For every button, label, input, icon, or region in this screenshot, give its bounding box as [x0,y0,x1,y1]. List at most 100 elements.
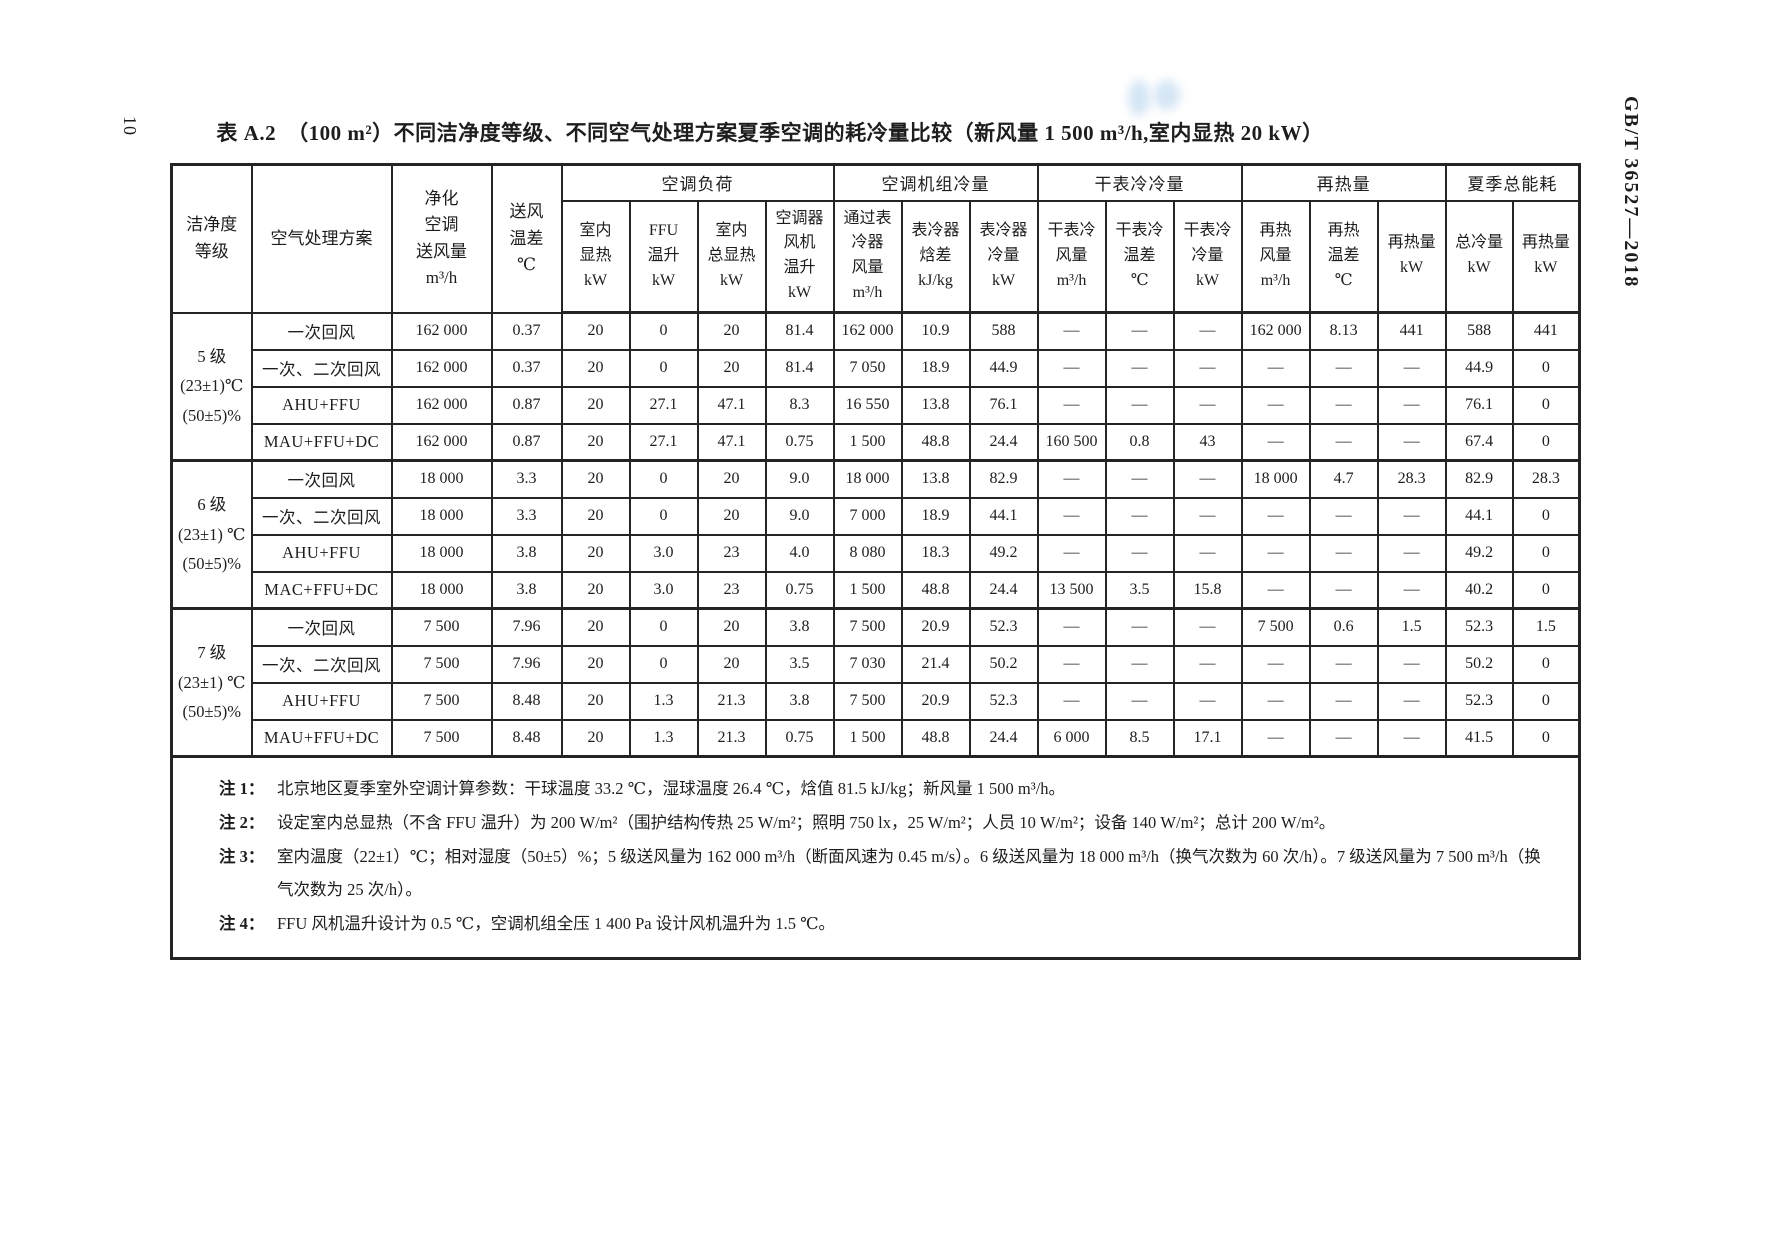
value-cell: 0.87 [490,422,563,462]
value-cell: 0.37 [490,348,563,388]
value-cell: 0 [1511,570,1581,610]
value-cell: — [1104,533,1175,573]
value-cell: 20.9 [900,607,971,647]
value-cell: 10.9 [900,311,971,351]
value-cell: 0 [628,607,699,647]
value-cell: 21.3 [696,681,767,721]
subheader-cell: 干表冷 冷量 kW [1172,199,1243,314]
subheader-cell: 再热量 kW [1376,199,1447,314]
value-cell: 18 000 [390,570,493,610]
value-cell: 48.8 [900,718,971,758]
value-cell: 7 500 [832,681,903,721]
value-cell: 441 [1511,311,1581,351]
table-row: 6 级 (23±1) ℃ (50±5)% 一次回风 18 000 3.3 20 0 20 9.… [170,459,1581,610]
value-cell: 0 [628,644,699,684]
value-cell: 0 [628,348,699,388]
value-cell: — [1376,681,1447,721]
note-text: 设定室内总显热（不含 FFU 温升）为 200 W/m²（围护结构传热 25 W… [277,812,1336,832]
value-cell: 20 [560,533,631,573]
value-cell: 7 500 [390,607,493,647]
value-cell: 0.75 [764,718,835,758]
value-cell: — [1240,681,1311,721]
value-cell: 588 [1444,311,1514,351]
value-cell: 3.3 [490,459,563,499]
value-cell: 44.1 [1444,496,1514,536]
value-cell: 9.0 [764,459,835,499]
value-cell: — [1036,459,1107,499]
row-group-label: 5 级 (23±1)℃ (50±5)% [170,311,253,462]
value-cell: 0 [1511,681,1581,721]
table-row: MAU+FFU+DC 162 000 0.87 20 27.1 47.1 0.75 1 500… [172,422,1581,462]
value-cell: — [1308,496,1379,536]
note-label: 注 3： [219,846,265,866]
value-cell: 3.0 [628,533,699,573]
table-row: MAU+FFU+DC 7 500 8.48 20 1.3 21.3 0.75 1 500 48.… [172,718,1581,758]
scheme-cell: AHU+FFU [250,681,393,721]
value-cell: 16 550 [832,385,903,425]
value-cell: — [1376,348,1447,388]
value-cell: 48.8 [900,422,971,462]
group-header: 空调负荷 [560,163,835,202]
value-cell: — [1376,533,1447,573]
value-cell: 52.3 [1444,681,1514,721]
value-cell: — [1104,496,1175,536]
subheader-cell: 干表冷 温差 ℃ [1104,199,1175,314]
value-cell: 52.3 [968,681,1039,721]
value-cell: — [1172,459,1243,499]
value-cell: 27.1 [628,385,699,425]
value-cell: 20 [696,644,767,684]
value-cell: 18.3 [900,533,971,573]
standard-code: GB/T 36527—2018 [1620,96,1642,289]
value-cell: 18 000 [390,496,493,536]
value-cell: 162 000 [832,311,903,351]
note-label: 注 1： [219,779,265,798]
value-cell: 7 000 [832,496,903,536]
value-cell: — [1036,644,1107,684]
value-cell: 20 [560,385,631,425]
value-cell: 20 [560,348,631,388]
value-cell: 13.8 [900,385,971,425]
value-cell: 4.7 [1308,459,1379,499]
subheader-cell: 表冷器 焓差 kJ/kg [900,199,971,314]
value-cell: 1.3 [628,718,699,758]
value-cell: 24.4 [968,570,1039,610]
value-cell: 20 [696,311,767,351]
row-group-label: 7 级 (23±1) ℃ (50±5)% [170,607,253,758]
value-cell: 44.9 [968,348,1039,388]
value-cell: — [1172,385,1243,425]
note-label: 注 4： [219,914,265,934]
table-row: 一次、二次回风 162 000 0.37 20 0 20 81.4 7 050 18.9 44.9… [172,348,1581,388]
value-cell: 23 [696,533,767,573]
value-cell: — [1104,311,1175,351]
value-cell: 52.3 [968,607,1039,647]
subheader-cell: 通过表 冷器 风量 m³/h [832,199,903,314]
table-row: 5 级 (23±1)℃ (50±5)% 一次回风 162 000 0.37 20 0 20 8… [170,311,1581,462]
value-cell: 20 [696,496,767,536]
table-row: 一次、二次回风 7 500 7.96 20 0 20 3.5 7 030 21.4 50.2— — —… [172,644,1581,684]
value-cell: 8.48 [490,718,563,758]
value-cell: 0.75 [764,422,835,462]
value-cell: 3.8 [490,533,563,573]
value-cell: 49.2 [1444,533,1514,573]
value-cell: 6 000 [1036,718,1107,758]
table-row: 7 级 (23±1) ℃ (50±5)% 一次回风 7 500 7.96 20 0 20 3.… [170,607,1581,758]
value-cell: — [1036,311,1107,351]
value-cell: 28.3 [1376,459,1447,499]
value-cell: 82.9 [1444,459,1514,499]
value-cell: 8.3 [764,385,835,425]
value-cell: — [1104,644,1175,684]
value-cell: — [1172,644,1243,684]
value-cell: 7 050 [832,348,903,388]
value-cell: 18.9 [900,348,971,388]
value-cell: — [1240,348,1311,388]
value-cell: — [1036,348,1107,388]
value-cell: 21.4 [900,644,971,684]
value-cell: 20 [560,607,631,647]
value-cell: 441 [1376,311,1447,351]
subheader-cell: 室内 显热 kW [560,199,631,314]
value-cell: — [1376,385,1447,425]
value-cell: 7 030 [832,644,903,684]
value-cell: 20 [560,718,631,758]
comparison-table: 洁净度 等级 空气处理方案 净化 空调 送风量 m³/h 送风 温差 ℃ 空调负荷 空调机… [170,163,1582,961]
table-row: AHU+FFU 162 000 0.87 20 27.1 47.1 8.3 16 550 13.… [172,385,1581,425]
